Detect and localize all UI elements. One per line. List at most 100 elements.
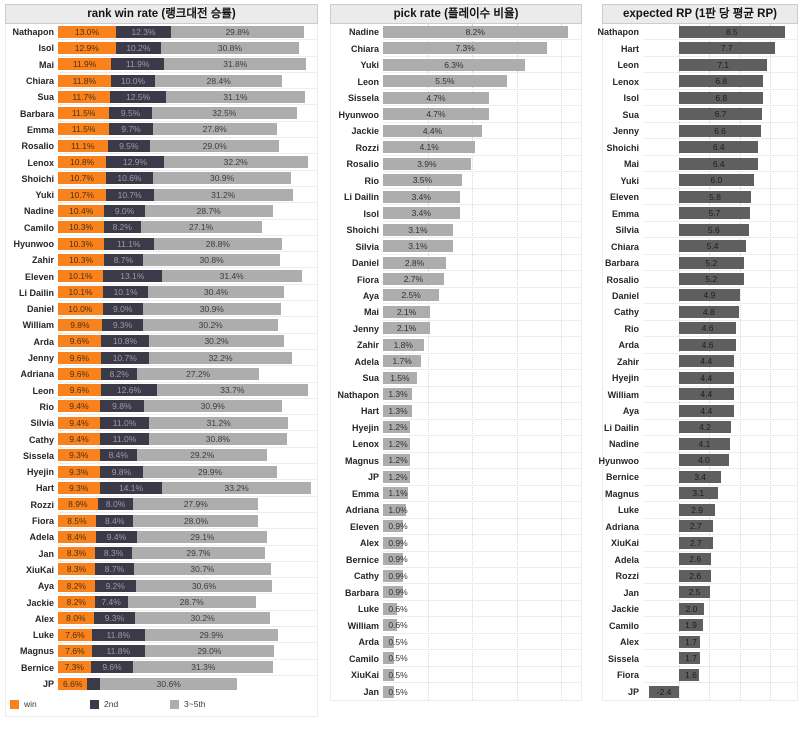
expected-rp-bar[interactable]: 2.6 xyxy=(679,569,712,582)
bar-segment-2nd[interactable]: 8.3% xyxy=(95,547,133,560)
pick-rate-bar[interactable]: 3.1% xyxy=(383,240,453,253)
bar-segment-win[interactable]: 8.3% xyxy=(58,547,96,560)
bar-segment-2nd[interactable]: 9.8% xyxy=(99,465,144,478)
bar-segment-2nd[interactable]: 9.6% xyxy=(90,661,134,674)
bar-segment-win[interactable]: 10.8% xyxy=(58,156,107,169)
expected-rp-bar[interactable]: 5.6 xyxy=(679,223,749,236)
bar-segment-3~5th[interactable]: 30.4% xyxy=(148,286,284,299)
bar-segment-win[interactable]: 6.6% xyxy=(58,678,88,691)
expected-rp-bar[interactable]: 5.7 xyxy=(679,207,750,220)
bar-segment-3~5th[interactable]: 29.9% xyxy=(144,628,279,641)
pick-rate-bar[interactable]: 0.9% xyxy=(383,569,408,582)
bar-segment-win[interactable]: 9.3% xyxy=(58,465,100,478)
bar-segment-2nd[interactable]: 10.7% xyxy=(100,351,149,364)
bar-segment-3~5th[interactable]: 29.8% xyxy=(170,25,305,38)
pick-rate-bar[interactable]: 1.0% xyxy=(383,503,408,516)
bar-segment-2nd[interactable]: 8.2% xyxy=(100,367,138,380)
bar-segment-3~5th[interactable]: 28.7% xyxy=(144,204,273,217)
pick-rate-bar[interactable]: 3.1% xyxy=(383,223,453,236)
pick-rate-bar[interactable]: 3.5% xyxy=(383,174,462,187)
bar-segment-win[interactable]: 10.3% xyxy=(58,221,104,234)
bar-segment-3~5th[interactable]: 30.7% xyxy=(133,563,271,576)
bar-segment-3~5th[interactable]: 29.9% xyxy=(143,465,277,478)
bar-segment-2nd[interactable]: 10.0% xyxy=(110,74,156,87)
bar-segment-3~5th[interactable]: 29.1% xyxy=(137,530,268,543)
expected-rp-bar[interactable]: 7.1 xyxy=(679,58,768,71)
bar-segment-2nd[interactable]: 9.5% xyxy=(107,139,150,152)
bar-segment-2nd[interactable]: 9.4% xyxy=(95,530,138,543)
bar-segment-3~5th[interactable]: 29.7% xyxy=(132,547,265,560)
pick-rate-bar[interactable]: 1.2% xyxy=(383,421,410,434)
pick-rate-bar[interactable]: 4.7% xyxy=(383,91,489,104)
expected-rp-bar[interactable]: 4.8 xyxy=(679,305,739,318)
pick-rate-bar[interactable]: 0.9% xyxy=(383,553,408,566)
bar-segment-2nd[interactable]: 7.4% xyxy=(94,596,128,609)
bar-segment-win[interactable]: 13.0% xyxy=(58,25,117,38)
expected-rp-bar[interactable]: 6.4 xyxy=(679,141,759,154)
pick-rate-bar[interactable]: 1.3% xyxy=(383,404,413,417)
bar-segment-2nd[interactable]: 8.4% xyxy=(99,449,138,462)
bar-segment-2nd[interactable]: 8.2% xyxy=(103,221,141,234)
pick-rate-bar[interactable]: 1.7% xyxy=(383,355,422,368)
bar-segment-win[interactable]: 7.6% xyxy=(58,644,92,657)
bar-segment-win[interactable]: 8.4% xyxy=(58,530,96,543)
expected-rp-bar[interactable]: 2.7 xyxy=(679,520,713,533)
pick-rate-bar[interactable]: 0.6% xyxy=(383,602,408,615)
pick-rate-bar[interactable]: 1.1% xyxy=(383,487,408,500)
bar-segment-2nd[interactable]: 11.0% xyxy=(99,433,150,446)
bar-segment-2nd[interactable]: 10.2% xyxy=(115,41,162,54)
bar-segment-win[interactable]: 12.9% xyxy=(58,41,116,54)
expected-rp-bar[interactable]: 5.4 xyxy=(679,240,747,253)
bar-segment-3~5th[interactable]: 31.8% xyxy=(164,58,307,71)
pick-rate-bar[interactable]: 2.8% xyxy=(383,256,446,269)
bar-segment-win[interactable]: 9.4% xyxy=(58,416,100,429)
bar-segment-2nd[interactable]: 9.0% xyxy=(102,302,143,315)
bar-segment-win[interactable]: 10.4% xyxy=(58,204,105,217)
expected-rp-bar[interactable]: 4.6 xyxy=(679,322,737,335)
expected-rp-bar[interactable]: 4.4 xyxy=(679,388,734,401)
expected-rp-bar[interactable]: 5.2 xyxy=(679,256,744,269)
expected-rp-bar[interactable]: 1.9 xyxy=(679,619,703,632)
expected-rp-bar[interactable]: 2.7 xyxy=(679,536,713,549)
bar-segment-win[interactable]: 9.6% xyxy=(58,351,101,364)
bar-segment-2nd[interactable]: 14.1% xyxy=(99,481,163,494)
expected-rp-bar[interactable]: 4.9 xyxy=(679,289,740,302)
expected-rp-bar[interactable]: 6.0 xyxy=(679,174,754,187)
bar-segment-win[interactable]: 9.8% xyxy=(58,318,102,331)
bar-segment-win[interactable]: 8.3% xyxy=(58,563,96,576)
bar-segment-3~5th[interactable]: 31.1% xyxy=(166,90,305,103)
bar-segment-3~5th[interactable]: 32.5% xyxy=(151,107,297,120)
bar-segment-3~5th[interactable]: 32.2% xyxy=(163,156,308,169)
bar-segment-win[interactable]: 9.3% xyxy=(58,481,100,494)
bar-segment-win[interactable]: 8.2% xyxy=(58,596,95,609)
pick-rate-bar[interactable]: 7.3% xyxy=(383,42,548,55)
expected-rp-bar[interactable]: 6.8 xyxy=(679,75,764,88)
bar-segment-win[interactable]: 10.7% xyxy=(58,188,106,201)
bar-segment-3~5th[interactable]: 30.2% xyxy=(135,612,271,625)
pick-rate-bar[interactable]: 3.9% xyxy=(383,157,471,170)
expected-rp-bar[interactable]: 3.1 xyxy=(679,487,718,500)
expected-rp-bar[interactable]: 4.0 xyxy=(679,454,729,467)
bar-segment-win[interactable]: 10.0% xyxy=(58,302,103,315)
bar-segment-win[interactable]: 10.3% xyxy=(58,237,104,250)
pick-rate-bar[interactable]: 0.5% xyxy=(383,685,408,698)
bar-segment-2nd[interactable]: 10.1% xyxy=(103,286,149,299)
bar-segment-win[interactable]: 10.7% xyxy=(58,172,106,185)
bar-segment-2nd[interactable]: 12.9% xyxy=(106,156,164,169)
bar-segment-3~5th[interactable]: 30.9% xyxy=(143,400,282,413)
bar-segment-2nd[interactable]: 12.6% xyxy=(100,384,158,397)
bar-segment-3~5th[interactable]: 31.2% xyxy=(153,188,293,201)
bar-segment-3~5th[interactable]: 28.4% xyxy=(155,74,283,87)
expected-rp-bar[interactable]: 2.0 xyxy=(679,602,704,615)
pick-rate-bar[interactable]: 5.5% xyxy=(383,75,507,88)
pick-rate-bar[interactable]: 4.1% xyxy=(383,141,476,154)
expected-rp-bar[interactable]: 6.8 xyxy=(679,91,764,104)
bar-segment-3~5th[interactable]: 27.8% xyxy=(152,123,277,136)
bar-segment-3~5th[interactable]: 31.2% xyxy=(149,416,289,429)
bar-segment-2nd[interactable]: 8.7% xyxy=(103,253,143,266)
expected-rp-bar[interactable]: 1.7 xyxy=(679,635,701,648)
bar-segment-2nd[interactable]: 11.8% xyxy=(91,644,145,657)
expected-rp-bar[interactable]: -2.4 xyxy=(649,685,679,698)
bar-segment-3~5th[interactable]: 28.0% xyxy=(133,514,259,527)
expected-rp-bar[interactable]: 4.4 xyxy=(679,404,734,417)
